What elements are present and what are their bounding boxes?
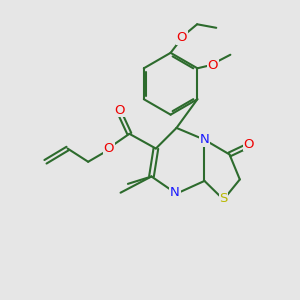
Text: O: O [176,31,187,44]
Text: N: N [200,133,209,146]
Text: S: S [219,192,228,205]
Text: O: O [114,104,124,117]
Text: O: O [103,142,114,155]
Text: N: N [170,186,180,199]
Text: O: O [243,138,254,151]
Text: O: O [207,59,218,72]
